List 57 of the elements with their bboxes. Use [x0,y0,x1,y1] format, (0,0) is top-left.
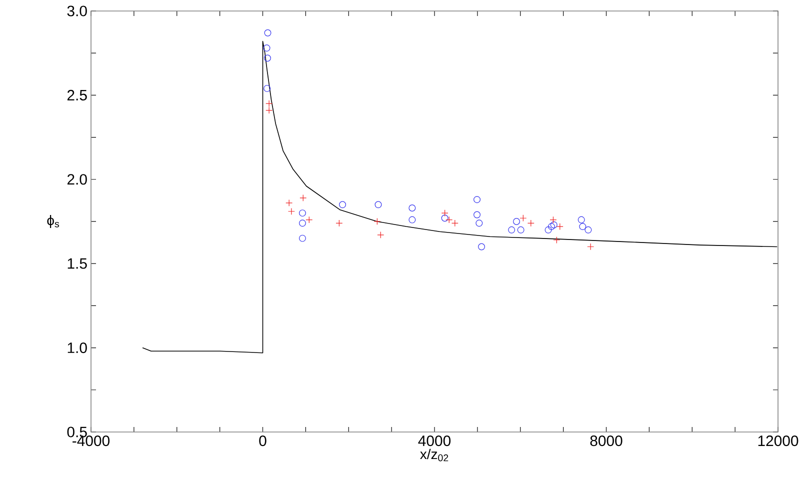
y-axis-title: ϕ$_{s}$ [47,214,60,228]
point [264,54,271,62]
point [288,208,295,215]
point [408,204,416,212]
point [517,226,524,234]
point [550,216,557,224]
point [544,226,552,234]
point [377,231,384,238]
point [441,214,448,222]
point [441,210,448,217]
point [286,199,293,206]
point [508,226,516,234]
point [298,220,306,227]
point [264,84,271,92]
x-tick-label: 0 [259,436,266,446]
point [513,218,520,225]
point [374,201,382,208]
y-tick-label: 1.0 [68,342,87,354]
point [550,221,558,228]
point [374,218,381,225]
y-tick-label: 2.0 [67,174,87,185]
point [298,234,306,242]
point [579,223,586,230]
y-tick-label: 1.5 [68,258,87,269]
point [520,214,527,222]
point [408,216,416,224]
point [587,243,594,250]
point [306,216,313,224]
point [527,220,534,227]
point [264,29,272,36]
x-tick-label: -4000 [72,436,110,446]
point [300,194,307,202]
point [474,211,481,218]
point [478,243,486,250]
y-tick-label: 2.5 [67,90,87,100]
point [298,210,306,217]
y-tick-label: 0.5 [67,426,87,438]
x-tick-label: 12000 [758,436,798,446]
point [336,220,343,227]
x-axis-title: x/z$_{02}$ [420,448,448,462]
x-tick-label: 4000 [418,436,451,446]
point [339,201,346,208]
point [548,223,555,230]
point [584,226,592,234]
point [446,216,453,224]
point [263,44,270,52]
point [451,220,458,227]
point [556,223,564,230]
point [266,106,273,114]
line-series [142,40,778,354]
point [266,100,273,108]
point [474,196,481,204]
point [553,236,560,244]
point [578,216,585,224]
y-tick-label: 3.0 [67,6,87,16]
point [476,220,483,227]
x-tick-label: 8000 [590,436,622,446]
